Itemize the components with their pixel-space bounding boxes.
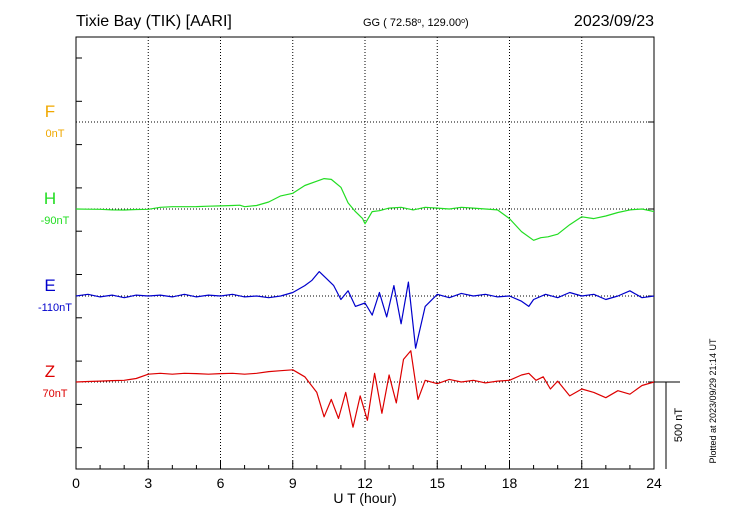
series-baseline-f: 0nT <box>46 128 65 140</box>
x-tick-label: 21 <box>574 475 590 491</box>
series-name-z: Z <box>45 362 55 381</box>
plotted-note: Plotted at 2023/09/29 21:14 UT <box>708 338 718 464</box>
x-tick-label: 15 <box>429 475 445 491</box>
x-tick-label: 12 <box>357 475 373 491</box>
station-title: Tixie Bay (TIK) [AARI] <box>76 13 232 30</box>
series-lines <box>75 178 655 428</box>
x-tick-label: 24 <box>646 475 662 491</box>
series-name-h: H <box>44 189 56 208</box>
x-tick-label: 18 <box>502 475 518 491</box>
series-baseline-z: 70nT <box>42 388 67 400</box>
x-axis: 0 3 6 9 12 15 18 21 24 <box>72 461 662 491</box>
x-tick-label: 0 <box>72 475 80 491</box>
scale-bar-label: 500 nT <box>673 408 685 443</box>
series-name-f: F <box>45 102 55 121</box>
series-baseline-e: -110nT <box>38 302 72 314</box>
series-line-h <box>75 178 655 241</box>
x-tick-label: 9 <box>289 475 297 491</box>
series-baseline-h: -90nT <box>41 215 70 227</box>
x-tick-label: 6 <box>217 475 225 491</box>
series-line-z <box>75 350 655 428</box>
series-labels: F 0nT H -90nT E -110nT Z 70nT <box>38 102 72 400</box>
x-tick-label: 3 <box>144 475 152 491</box>
coordinates-label: GG ( 72.58o, 129.00o) <box>363 17 469 29</box>
left-ticks <box>76 57 654 449</box>
series-line-e <box>75 271 655 349</box>
grid-layer <box>76 37 654 469</box>
date-label: 2023/09/23 <box>574 13 654 30</box>
series-name-e: E <box>44 276 55 295</box>
x-axis-title: U T (hour) <box>333 490 396 506</box>
